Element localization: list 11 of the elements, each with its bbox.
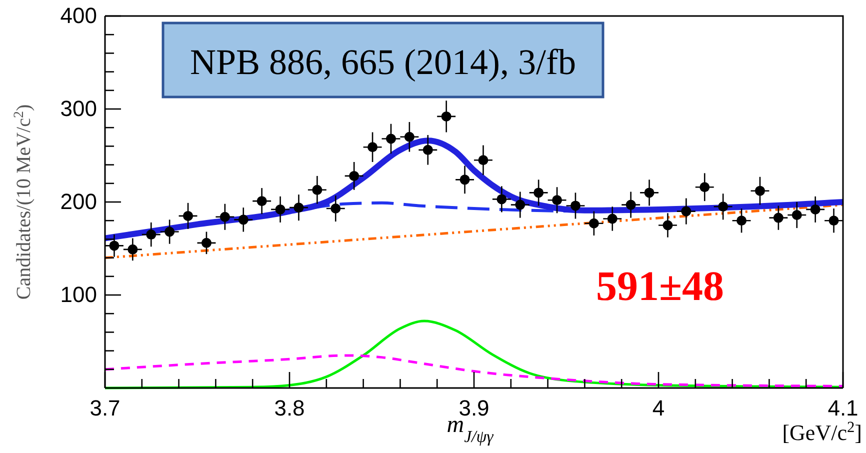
x-tick-label: 4.1 (828, 396, 858, 421)
y-tick-label: 400 (60, 3, 97, 28)
text: [GeV/c$^{2}$] (782, 418, 862, 445)
y-tick-label: 100 (60, 282, 97, 308)
annotation: 591±48 (596, 264, 724, 310)
y-tick-label: 200 (60, 189, 97, 214)
x-tick-label: 3.8 (274, 396, 305, 421)
x-tick-label: 4 (652, 396, 665, 421)
x-tick-label: 3.7 (90, 396, 120, 421)
annotation: NPB 886, 665 (2014), 3/fb (190, 42, 576, 82)
y-tick-label: 300 (60, 96, 97, 122)
